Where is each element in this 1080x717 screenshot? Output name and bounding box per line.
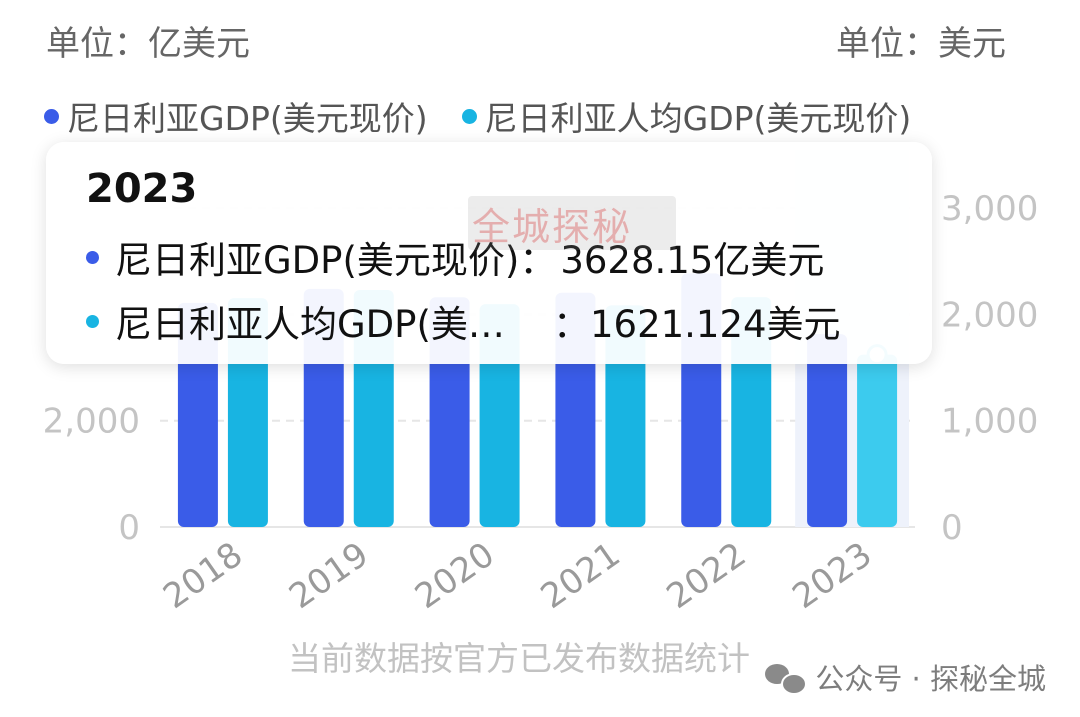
left-axis-unit: 单位：亿美元 xyxy=(46,24,250,64)
tooltip-value-gdp: 3628.15亿美元 xyxy=(560,239,825,282)
gridlines xyxy=(160,207,915,528)
tooltip-value-gdp-per-capita: ：1621.124美元 xyxy=(553,303,841,346)
tooltip: 2023 尼日利亚GDP(美元现价)： 3628.15亿美元 尼日利亚人均GDP… xyxy=(46,142,932,364)
source-credit-text: 公众号 · 探秘全城 xyxy=(815,662,1046,696)
tooltip-row-gdp-per-capita: 尼日利亚人均GDP(美… ：1621.124美元 xyxy=(86,294,841,348)
right-y-tick-label: 1,000 xyxy=(941,402,1038,442)
left-y-tick-label: 2,000 xyxy=(43,402,140,442)
right-y-tick-label: 0 xyxy=(941,508,963,548)
legend-label-gdp: 尼日利亚GDP(美元现价) xyxy=(67,99,428,138)
legend-label-gdp-per-capita: 尼日利亚人均GDP(美元现价) xyxy=(484,99,912,138)
left-y-tick-label: 0 xyxy=(118,508,140,548)
bar-2023-gdp xyxy=(807,334,848,527)
footnote: 当前数据按官方已发布数据统计 xyxy=(288,639,750,678)
source-credit: 公众号 · 探秘全城 xyxy=(765,656,1046,698)
right-y-tick-label: 2,000 xyxy=(941,295,1038,335)
right-y-tick-label: 3,000 xyxy=(941,189,1038,229)
legend-dot-gdp-per-capita xyxy=(461,108,477,124)
tooltip-dot-gdp-per-capita xyxy=(86,314,99,328)
legend-dot-gdp xyxy=(44,108,59,124)
legend: 尼日利亚GDP(美元现价) 尼日利亚人均GDP(美元现价) xyxy=(44,92,911,140)
watermark-background xyxy=(468,196,676,250)
x-tick-label: 2019 xyxy=(282,535,376,617)
wechat-icon xyxy=(765,662,808,695)
watermark: 全城探秘 xyxy=(472,205,633,249)
tooltip-dot-gdp xyxy=(86,250,99,264)
x-tick-label: 2022 xyxy=(660,535,754,617)
tooltip-name-gdp: 尼日利亚GDP(美元现价)： xyxy=(115,239,557,282)
x-tick-label: 2021 xyxy=(534,535,628,617)
tooltip-title: 2023 xyxy=(86,166,198,212)
left-y-axis-ticks: 0 2,000 xyxy=(43,402,140,548)
tooltip-name-gdp-per-capita: 尼日利亚人均GDP(美… xyxy=(115,303,505,346)
x-tick-label: 2023 xyxy=(785,535,879,617)
legend-item-gdp[interactable]: 尼日利亚GDP(美元现价) xyxy=(44,92,428,140)
x-axis-ticks: 2018 2019 2020 2021 2022 2023 xyxy=(156,535,879,617)
bar-2023-gdp-per-capita xyxy=(857,354,898,527)
right-y-axis-ticks: 0 1,000 2,000 3,000 xyxy=(941,189,1038,548)
x-tick-label: 2018 xyxy=(156,535,250,617)
x-tick-label: 2020 xyxy=(408,535,502,617)
legend-item-gdp-per-capita[interactable]: 尼日利亚人均GDP(美元现价) xyxy=(461,92,912,140)
tooltip-row-gdp: 尼日利亚GDP(美元现价)： 3628.15亿美元 xyxy=(86,230,824,284)
right-axis-unit: 单位：美元 xyxy=(836,24,1006,64)
